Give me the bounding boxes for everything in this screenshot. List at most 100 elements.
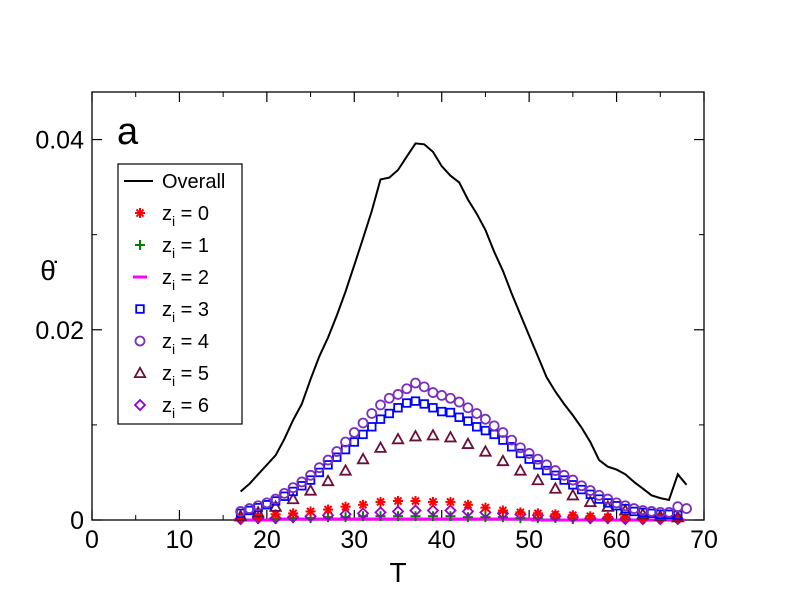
z5-point: [321, 473, 335, 487]
z0-point: [427, 496, 438, 507]
z3-point: [367, 422, 377, 432]
x-tick-label: 0: [85, 526, 99, 554]
z0-point-stroke: [603, 512, 613, 522]
z0-point: [532, 508, 543, 519]
z4-point: [567, 474, 579, 486]
z4-point: [445, 392, 456, 404]
legend-swatch-z6: [133, 398, 147, 412]
z0-point: [585, 511, 596, 522]
z3-point: [323, 460, 333, 470]
z5-point: [566, 488, 580, 501]
panel-label: a: [117, 111, 139, 153]
x-axis-label: T: [389, 557, 406, 588]
z4-point: [532, 453, 544, 465]
z5-point: [583, 494, 598, 507]
legend-swatch-z4: [134, 335, 146, 347]
z3-point: [463, 416, 473, 426]
z4-point: [261, 497, 273, 509]
legend-box: [117, 163, 243, 425]
z0-point: [462, 499, 473, 510]
z5-point: [426, 428, 440, 441]
z5-point: [443, 430, 458, 443]
z3-point: [402, 398, 412, 408]
legend-label-z6: zi = 6: [162, 395, 209, 421]
z4-point: [558, 469, 570, 481]
z5-point: [478, 444, 493, 457]
z4-point: [278, 487, 290, 499]
z0-point: [480, 502, 491, 513]
x-tick-label: 10: [166, 526, 194, 554]
z3-point: [480, 425, 491, 436]
legend: Overall zi = 0 zi = 1 zi = 2 zi = 3 zi = 4 zi …: [117, 163, 243, 425]
z5-point: [496, 453, 510, 467]
z3-point: [437, 406, 447, 417]
z4-point: [549, 465, 561, 476]
z0-point-stroke: [358, 500, 368, 510]
z5-point: [286, 492, 300, 505]
z3-point: [445, 407, 456, 418]
legend-swatch-z0-stroke: [135, 208, 145, 218]
z5-point: [391, 432, 405, 445]
legend-swatch-z5: [133, 365, 147, 379]
z3-point: [332, 452, 342, 462]
z6-point: [356, 507, 370, 520]
z0-point-stroke: [323, 505, 333, 514]
legend-swatch-z0: [135, 208, 145, 218]
z0-point: [620, 512, 631, 523]
z4-point: [357, 417, 369, 429]
z6-point: [339, 508, 352, 521]
z0-point: [410, 495, 421, 506]
z4-point: [401, 383, 413, 395]
z0-point-stroke: [428, 497, 438, 507]
z4-point: [497, 427, 509, 438]
z4-point: [340, 436, 351, 448]
legend-label-z2: zi = 2: [162, 267, 209, 293]
z4-point: [418, 381, 430, 393]
z4-point: [331, 446, 343, 457]
z0-point-stroke: [271, 510, 280, 519]
y-tick-label: 0: [70, 507, 84, 535]
z4-point: [348, 427, 360, 438]
overall-line: [239, 142, 688, 502]
z0-point-stroke: [498, 506, 508, 515]
z4-point: [480, 413, 491, 425]
z6-point: [496, 507, 510, 520]
z4-point: [392, 389, 404, 400]
legend-swatch-z1: [135, 240, 145, 250]
z6-point: [461, 505, 475, 518]
z3-point: [471, 422, 482, 432]
z3-point: [314, 467, 325, 478]
series-overall: [239, 142, 688, 502]
z4-point: [375, 399, 386, 411]
z0-point: [323, 504, 334, 515]
z4-point: [270, 493, 282, 505]
z5-point: [338, 463, 353, 476]
z4-point: [322, 454, 334, 466]
z4-point: [471, 408, 483, 419]
z0-point-stroke: [481, 503, 490, 512]
x-tick-label: 20: [253, 526, 281, 554]
z5-point: [461, 436, 475, 449]
z5-point: [548, 481, 563, 494]
z6-point: [321, 508, 335, 522]
series-z4: [235, 377, 692, 518]
z4-point: [410, 377, 421, 389]
z0-point-stroke: [306, 507, 315, 516]
z0-point-stroke: [376, 497, 385, 507]
z4-point: [523, 448, 535, 459]
x-tick-label: 40: [428, 526, 456, 554]
z0-point: [375, 496, 386, 507]
z0-point-stroke: [341, 502, 350, 511]
z3-point: [428, 403, 438, 413]
y-tick-label: 0.02: [35, 317, 84, 345]
z0-point: [288, 508, 299, 519]
x-tick-label: 70: [690, 526, 718, 554]
z0-point-stroke: [463, 500, 473, 510]
z4-point: [576, 480, 587, 492]
z0-point-stroke: [516, 508, 525, 517]
z5-point: [303, 483, 318, 496]
series-layer: [233, 142, 692, 526]
legend-label-z5: zi = 5: [162, 363, 209, 389]
z4-point: [663, 506, 675, 518]
legend-label-z4: zi = 4: [162, 331, 209, 357]
